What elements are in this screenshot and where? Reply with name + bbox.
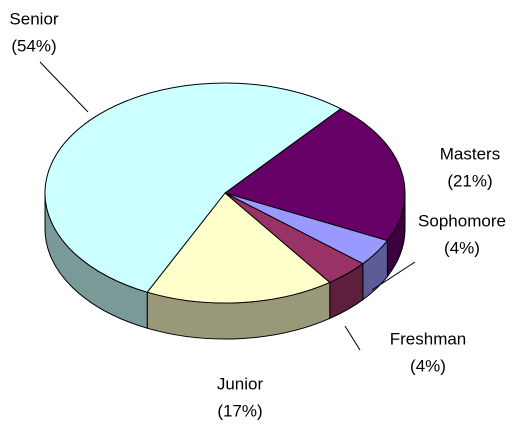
leader-line xyxy=(371,261,416,291)
pie-slice xyxy=(223,108,406,242)
data-label-value: (21%) xyxy=(447,171,492,190)
pie-slice xyxy=(44,82,342,293)
data-label-name: Sophomore xyxy=(418,211,506,230)
data-label-name: Junior xyxy=(217,374,264,393)
leader-line xyxy=(344,325,361,351)
pie-slice xyxy=(146,192,331,304)
data-label-value: (4%) xyxy=(410,356,446,375)
leader-line xyxy=(39,61,89,113)
data-label-name: Freshman xyxy=(390,329,467,348)
data-label-value: (4%) xyxy=(444,238,480,257)
data-label-name: Senior xyxy=(9,9,58,28)
data-label-value: (17%) xyxy=(217,401,262,420)
data-label-name: Masters xyxy=(440,144,500,163)
data-label-value: (54%) xyxy=(11,36,56,55)
